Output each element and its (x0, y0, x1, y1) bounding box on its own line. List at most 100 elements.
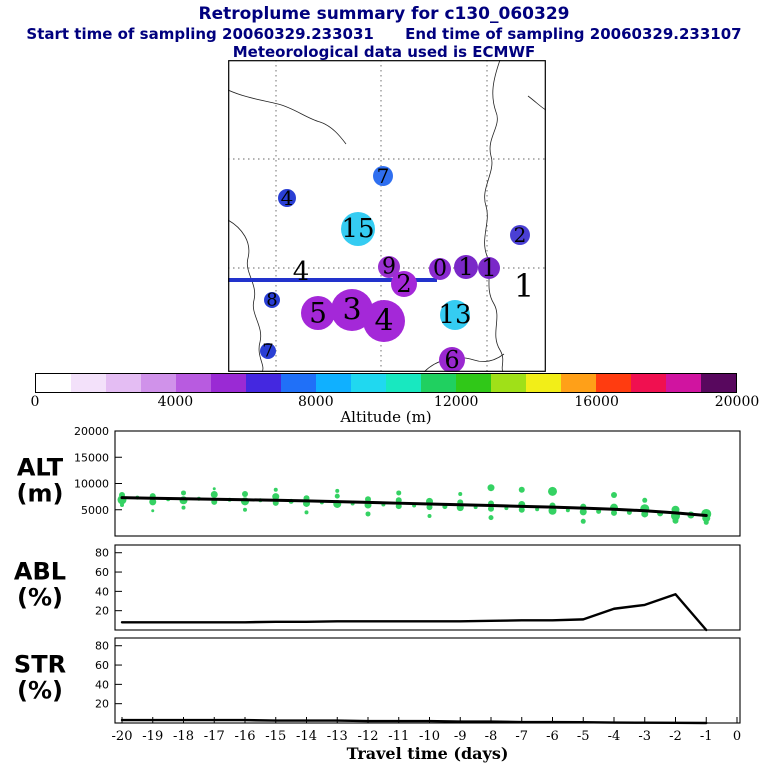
altitude-bubble (181, 490, 186, 496)
colorbar-segment (491, 374, 526, 392)
colorbar-tick-label: 4000 (157, 394, 194, 410)
altitude-bubble (458, 492, 463, 496)
colorbar-segment (596, 374, 631, 392)
x-tick-label: -2 (669, 729, 682, 744)
colorbar-tick-labels: 0 4000 8000 12000 16000 20000 (31, 394, 760, 410)
colorbar-segment (701, 374, 736, 392)
cluster-circle (278, 189, 296, 207)
colorbar-segment (526, 374, 561, 392)
str-ytick-label: 40 (95, 678, 109, 691)
x-tick-label: -7 (515, 729, 528, 744)
abl-ytick-label: 40 (95, 585, 109, 598)
altitude-bubble (488, 515, 494, 521)
x-tick-label: -12 (358, 729, 379, 744)
cluster-number: 3 (342, 293, 361, 328)
alt-panel-box (114, 430, 741, 537)
colorbar-tick-label: 20000 (714, 394, 760, 410)
cluster-circle (363, 300, 405, 342)
alt-ytick-label: 20000 (74, 425, 109, 438)
x-tick-label: -14 (296, 729, 317, 744)
cluster-number: 7 (377, 164, 390, 188)
altitude-bubble (642, 497, 648, 503)
cluster-number: 9 (382, 255, 396, 280)
altitude-bubble (181, 505, 186, 510)
altitude-bubble (518, 506, 525, 513)
coastline (423, 353, 505, 372)
altitude-bubble (672, 517, 679, 524)
sampling-times-line: Start time of sampling 20060329.233031 E… (26, 25, 742, 43)
altitude-bubble (335, 488, 340, 493)
x-tick-label: -13 (327, 729, 348, 744)
abl-ytick-label: 20 (95, 605, 109, 618)
x-tick-label: -1 (700, 729, 713, 744)
cluster-circle (429, 258, 451, 280)
cluster-circle (341, 212, 375, 246)
x-tick-label: -16 (235, 729, 256, 744)
altitude-bubble (212, 487, 216, 491)
coastline (527, 95, 546, 111)
cluster-number: 4 (374, 304, 393, 339)
altitude-bubble (611, 492, 617, 499)
alt-axis-title: (m) (17, 480, 64, 508)
altitude-bubble (120, 503, 124, 508)
altitude-bubble (304, 510, 309, 515)
cluster-circle (454, 255, 478, 279)
colorbar-segment (561, 374, 596, 392)
x-axis-title: Travel time (days) (347, 744, 509, 763)
plot-title: Retroplume summary for c130_060329 (198, 4, 570, 24)
alt-mean-line (120, 496, 708, 518)
cluster-circle (510, 225, 530, 245)
cluster-circle (378, 256, 400, 278)
altitude-bubble (149, 498, 157, 506)
altitude-bubble (548, 486, 557, 496)
cluster-number: 6 (444, 346, 459, 372)
coastline (228, 219, 264, 372)
cluster-number: 1 (481, 254, 496, 282)
colorbar-segment (211, 374, 246, 392)
colorbar-title: Altitude (m) (340, 408, 432, 426)
cluster-number: 1 (458, 253, 473, 281)
altitude-bubble (565, 508, 570, 513)
x-tick-label: -5 (577, 729, 590, 744)
altitude-bubble (580, 518, 586, 524)
altitude-colorbar (35, 373, 737, 393)
x-tick-label: -6 (546, 729, 559, 744)
altitude-bubble (365, 511, 371, 517)
altitude-bubble (243, 507, 247, 512)
x-tick-label: -9 (454, 729, 467, 744)
altitude-bubble (272, 493, 280, 501)
colorbar-segment (351, 374, 386, 392)
colorbar-segment (456, 374, 491, 392)
abl-axis-title: (%) (17, 584, 63, 612)
alt-ytick-label: 15000 (74, 451, 109, 464)
cluster-number: 4 (281, 186, 294, 210)
cluster-number: 7 (262, 341, 273, 362)
map-border (228, 60, 546, 372)
cluster-number: 2 (396, 270, 411, 298)
altitude-bubble (488, 505, 494, 512)
met-data-line: Meteorological data used is ECMWF (232, 43, 536, 61)
altitude-bubble (396, 490, 402, 496)
altitude-bubble (210, 491, 218, 499)
cluster-circle (373, 166, 393, 186)
cluster-number: 15 (341, 214, 374, 244)
cluster-number: 0 (433, 257, 447, 282)
x-tick-label: -17 (204, 729, 225, 744)
altitude-bubble (548, 506, 557, 515)
str-axis-title: STR (14, 651, 66, 679)
alt-axis-title: ALT (17, 454, 64, 482)
cluster-number: 8 (266, 290, 277, 311)
altitude-bubble (518, 486, 525, 493)
str-axis-title: (%) (17, 677, 63, 705)
str-ytick-label: 60 (95, 659, 109, 672)
x-tick-label: -8 (485, 729, 498, 744)
timeseries-panels: 5000100001500020000ALT(m)20406080ABL(%)2… (14, 425, 741, 763)
altitude-bubble (487, 484, 495, 492)
str-ytick-label: 80 (95, 640, 109, 653)
altitude-bubble (427, 514, 432, 519)
cluster-number: 2 (514, 223, 527, 247)
altitude-bubble (151, 509, 155, 513)
x-tick-label: -19 (142, 729, 163, 744)
x-tick-label: -15 (265, 729, 286, 744)
x-tick-label: -4 (608, 729, 621, 744)
